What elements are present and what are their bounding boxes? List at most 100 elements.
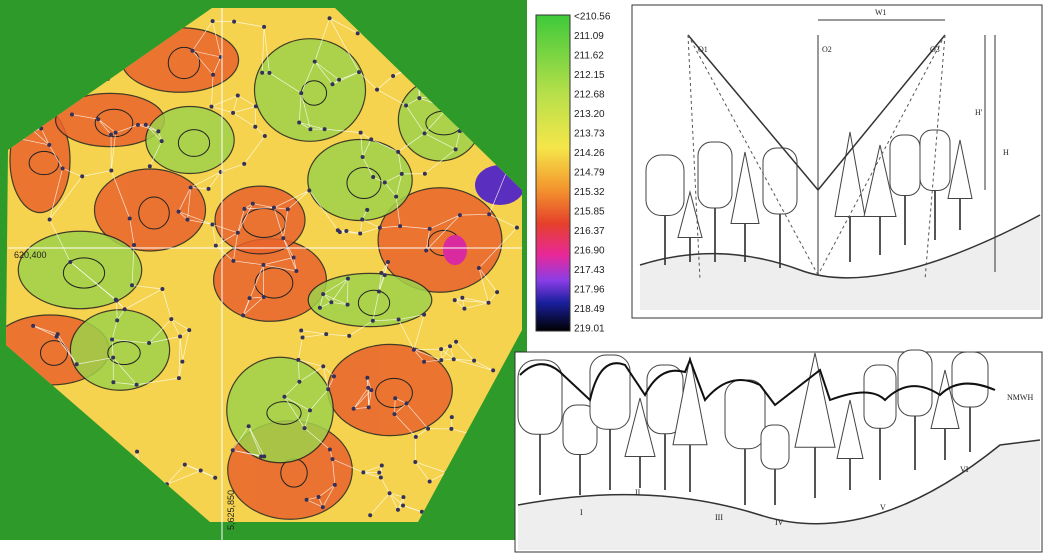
zone-label: V <box>880 503 886 512</box>
sample-point <box>323 127 327 131</box>
sample-point <box>393 412 397 416</box>
sample-point <box>301 335 305 339</box>
sample-point <box>286 207 290 211</box>
colorbar-label: 211.62 <box>574 51 604 62</box>
sample-point <box>357 70 361 74</box>
sample-point <box>114 131 118 135</box>
sample-point <box>336 228 340 232</box>
sample-point <box>417 96 421 100</box>
sample-point <box>281 236 285 240</box>
sample-point <box>144 123 148 127</box>
sample-point <box>413 460 417 464</box>
diagram-label: W1 <box>875 8 887 17</box>
surface-label: NMWH <box>1007 393 1033 402</box>
sample-point <box>296 358 300 362</box>
sample-point <box>344 229 348 233</box>
sample-point <box>210 222 214 226</box>
sample-point <box>317 495 321 499</box>
tree-crown <box>725 380 765 449</box>
tree-crown <box>698 142 732 208</box>
sample-point <box>337 78 341 82</box>
sample-point <box>297 120 301 124</box>
sample-point <box>231 448 235 452</box>
sample-point <box>260 71 264 75</box>
tree-crown <box>646 155 684 216</box>
sample-point <box>333 483 337 487</box>
sample-point <box>313 60 317 64</box>
sample-point <box>352 407 356 411</box>
sample-point <box>130 283 134 287</box>
sample-point <box>55 335 59 339</box>
sample-point <box>396 150 400 154</box>
sample-point <box>495 290 499 294</box>
sample-point <box>383 273 387 277</box>
zone-label: III <box>715 513 723 522</box>
sample-point <box>383 181 387 185</box>
sample-point <box>366 386 370 390</box>
sample-point <box>294 269 298 273</box>
sample-point <box>404 104 408 108</box>
diagram-label: O2 <box>822 45 832 54</box>
sample-point <box>356 31 360 35</box>
sample-point <box>412 348 416 352</box>
sample-point <box>450 415 454 419</box>
sample-point <box>397 318 401 322</box>
sample-point <box>232 20 236 24</box>
sample-point <box>148 164 152 168</box>
contour-zone <box>308 273 432 326</box>
colorbar-label: 217.43 <box>574 265 605 276</box>
contour-zone <box>227 357 334 462</box>
contour-zone <box>215 186 305 254</box>
sample-point <box>61 166 65 170</box>
colorbar-label: 216.90 <box>574 246 605 257</box>
sample-point <box>369 137 373 141</box>
figure: 620,400 5,625,850 <210.56211.09211.62212… <box>0 0 1043 553</box>
zone-label: I <box>580 508 583 517</box>
sample-point <box>307 189 311 193</box>
contour-zone <box>443 235 467 265</box>
sample-point <box>132 243 136 247</box>
sample-point <box>486 301 490 305</box>
sample-point <box>209 105 213 109</box>
sample-point <box>135 383 139 387</box>
sample-point <box>346 277 350 281</box>
sample-point <box>361 155 365 159</box>
sample-point <box>308 127 312 131</box>
sample-point <box>371 319 375 323</box>
sample-point <box>299 328 303 332</box>
sample-point <box>305 498 309 502</box>
sample-point <box>422 313 426 317</box>
sample-point <box>272 206 276 210</box>
sample-point <box>207 187 211 191</box>
colorbar-label: 215.32 <box>574 187 605 198</box>
tree-crown <box>920 130 950 191</box>
sample-point <box>187 328 191 332</box>
sample-point <box>109 133 113 137</box>
sample-point <box>424 248 428 252</box>
sample-point <box>242 162 246 166</box>
sample-point <box>452 357 456 361</box>
sample-point <box>241 313 245 317</box>
diagram-label: O1 <box>698 45 708 54</box>
sample-point <box>247 424 251 428</box>
sample-point <box>96 117 100 121</box>
sample-point <box>358 232 362 236</box>
sample-point <box>396 508 400 512</box>
sample-point <box>111 356 115 360</box>
zone-label: VI <box>960 465 969 474</box>
sample-point <box>135 450 139 454</box>
diagram-label: O3 <box>930 45 940 54</box>
sample-point <box>347 334 351 338</box>
tree-crown <box>590 355 630 429</box>
sample-point <box>398 224 402 228</box>
sample-point <box>156 129 160 133</box>
sample-point <box>422 360 426 364</box>
colorbar-label: 213.73 <box>574 129 605 140</box>
sample-point <box>292 256 296 260</box>
colorbar-label: 218.49 <box>574 304 605 315</box>
colorbar: <210.56211.09211.62212.15212.68213.20213… <box>536 12 611 335</box>
sample-point <box>414 435 418 439</box>
contour-zone <box>328 344 453 435</box>
sample-point <box>177 210 181 214</box>
sample-point <box>331 82 335 86</box>
